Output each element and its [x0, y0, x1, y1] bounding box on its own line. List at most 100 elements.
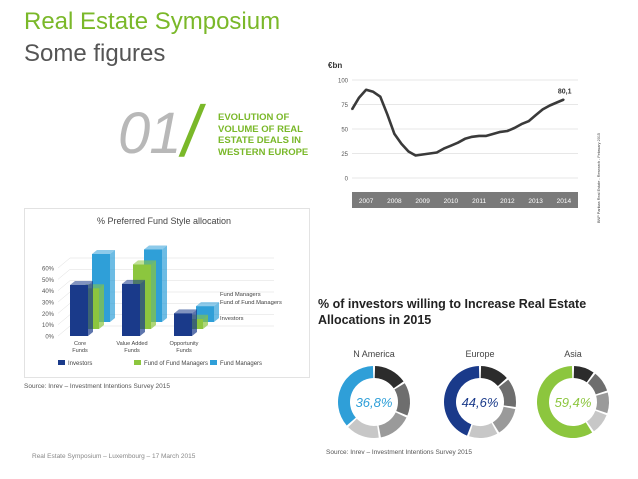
data-point: [414, 154, 417, 157]
bar-top: [70, 281, 93, 285]
bar-side: [192, 309, 197, 336]
x-tick-label: 2014: [557, 198, 572, 205]
data-point: [443, 147, 445, 150]
x-tick-label-line: Funds: [176, 348, 192, 354]
x-tick-label: Value Added Funds: [116, 341, 147, 354]
section-heading: EVOLUTION OF VOLUME OF REAL ESTATE DEALS…: [218, 112, 328, 158]
x-tick-label: 2010: [444, 198, 459, 205]
section-heading-line: EVOLUTION OF: [218, 112, 290, 123]
donut-segment: [378, 412, 407, 438]
x-tick-label: 2008: [387, 198, 402, 205]
gridline-depth: [57, 269, 71, 280]
x-tick-label: 2012: [500, 198, 515, 205]
data-point: [407, 150, 410, 153]
bar-side: [99, 284, 104, 329]
bar: [70, 285, 88, 336]
section-number: 01: [118, 101, 182, 166]
data-point: [563, 98, 565, 101]
data-point: [520, 123, 523, 125]
x-tick-label: 2011: [472, 198, 486, 205]
donut-segment: [498, 379, 516, 408]
bar-side: [203, 314, 208, 329]
donut-value-label: 44,6%: [462, 395, 499, 410]
donut-value-label: 59,4%: [555, 395, 592, 410]
section-heading-line: WESTERN EUROPE: [218, 146, 309, 158]
section-heading-line: VOLUME OF REAL: [218, 123, 303, 135]
data-point: [464, 138, 466, 140]
bar: [174, 313, 192, 336]
bar-top: [196, 302, 219, 307]
region-label-n-america: N America: [353, 349, 395, 359]
page-subtitle: Some figures: [24, 40, 166, 67]
y-tick-label: 50: [341, 128, 348, 134]
depth-axis-label: Fund of Fund Managers: [220, 300, 282, 306]
series-line: [350, 88, 565, 157]
bar-top: [174, 309, 197, 314]
data-point: [358, 96, 360, 99]
donut-segment-highlight: [537, 366, 593, 438]
data-point: [527, 120, 530, 122]
donut-segment: [587, 373, 608, 395]
data-point: [379, 95, 382, 98]
gridline-depth: [57, 303, 71, 314]
bar: [122, 283, 140, 336]
x-tick-label: 2007: [359, 198, 374, 205]
data-point: [499, 131, 502, 133]
bar-top: [133, 260, 156, 265]
donut-segment: [469, 423, 498, 438]
donut-value-label: 36,8%: [356, 395, 393, 410]
donut-segment: [573, 366, 594, 383]
data-point: [556, 101, 558, 104]
gridline-depth: [57, 291, 71, 303]
data-point: [393, 133, 396, 135]
y-tick-label: 0%: [45, 335, 54, 341]
data-point: [386, 113, 389, 116]
legend-label: Investors: [68, 361, 92, 367]
x-tick-label-line: Funds: [72, 348, 88, 354]
donut-segment: [394, 383, 410, 416]
deal-volume-line-chart: €bn 0 25 50 75 100 2007 2008 2009 2010 2011 2012 201…: [328, 61, 601, 223]
y-tick-label: 0: [345, 177, 349, 183]
data-point: [485, 135, 487, 137]
y-tick-label: 100: [338, 79, 349, 85]
legend-label: Fund Managers: [220, 361, 262, 367]
donut-segment: [492, 406, 516, 433]
x-tick-label-line: Opportunity: [170, 341, 199, 347]
data-point: [372, 90, 374, 93]
data-point: [400, 142, 403, 145]
side-note: BNP Paribas Real Estate - Research - Feb…: [597, 133, 601, 223]
data-point: [435, 151, 438, 154]
y-tick-label: 40%: [42, 289, 55, 295]
bar-side: [88, 281, 93, 336]
data-point: [365, 89, 367, 91]
page-title: Real Estate Symposium: [24, 8, 281, 35]
bar-side: [151, 260, 156, 329]
data-point: [471, 136, 473, 138]
y-tick-label: 25: [341, 152, 348, 158]
region-label-asia: Asia: [564, 349, 582, 359]
legend-label: Fund of Fund Managers: [144, 361, 208, 367]
x-tick-label: 2013: [528, 198, 543, 205]
data-point: [492, 133, 495, 135]
legend-swatch: [134, 360, 141, 365]
x-tick-label: 2009: [415, 198, 430, 205]
y-tick-label: 20%: [42, 312, 55, 318]
y-tick-label: 50%: [42, 278, 55, 284]
data-point: [541, 108, 544, 111]
data-point: [428, 152, 431, 155]
gridline-depth: [57, 314, 71, 325]
x-tick-label-line: Core: [74, 341, 86, 347]
data-point: [351, 108, 353, 111]
donut-segment: [348, 418, 379, 438]
donut-segment: [595, 392, 609, 414]
source-note: Source: Inrev – Investment Intentions Su…: [24, 383, 170, 390]
investor-donut-charts: 36,8% 44,6% 59,4%: [338, 366, 609, 438]
bar-top: [144, 245, 167, 250]
x-axis-band: [352, 192, 578, 208]
y-tick-label: 30%: [42, 301, 55, 307]
bar-side: [110, 250, 115, 322]
depth-axis-label: Fund Managers: [220, 292, 261, 298]
data-point: [421, 153, 424, 156]
survey-title: % of investors willing to Increase Real …: [318, 297, 587, 327]
bar-side: [214, 302, 219, 322]
